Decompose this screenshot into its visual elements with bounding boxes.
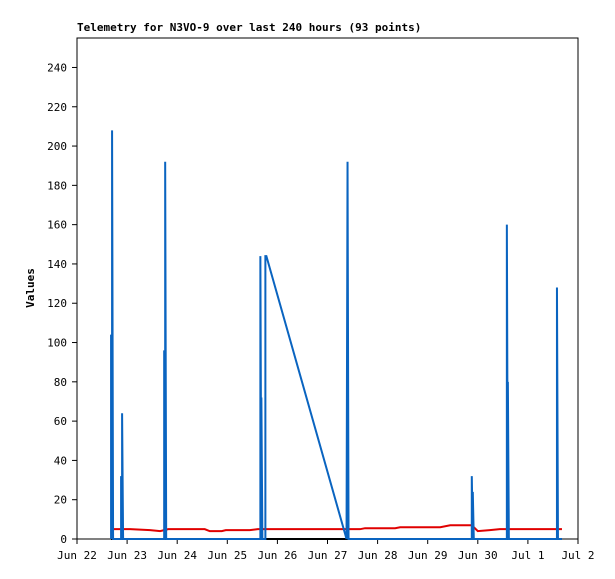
plot-frame (76, 37, 579, 540)
y-tick-label: 160 (47, 219, 67, 232)
data-line (110, 130, 562, 540)
x-tick-label: Jun 24 (157, 549, 197, 562)
y-tick-label: 80 (54, 376, 67, 389)
y-tick-label: 180 (47, 179, 67, 192)
x-tick-label: Jun 25 (207, 549, 247, 562)
data-line (111, 524, 562, 533)
y-tick-label: 0 (60, 533, 67, 546)
y-tick-label: 40 (54, 454, 67, 467)
x-tick-label: Jun 22 (57, 549, 97, 562)
x-tick-label: Jun 23 (107, 549, 147, 562)
y-tick-label: 20 (54, 494, 67, 507)
x-tick-label: Jun 28 (358, 549, 398, 562)
y-tick-label: 60 (54, 415, 67, 428)
y-tick-label: 120 (47, 297, 67, 310)
y-tick-label: 200 (47, 140, 67, 153)
x-tick-label: Jul 1 (511, 549, 544, 562)
x-tick-label: Jun 29 (408, 549, 448, 562)
y-tick-label: 140 (47, 258, 67, 271)
x-tick-label: Jul 2 (561, 549, 594, 562)
y-tick-label: 240 (47, 61, 67, 74)
x-tick-label: Jun 30 (458, 549, 498, 562)
y-tick-label: 220 (47, 101, 67, 114)
x-tick-label: Jun 27 (308, 549, 348, 562)
x-tick-label: Jun 26 (258, 549, 298, 562)
y-tick-label: 100 (47, 337, 67, 350)
chart-title: Telemetry for N3VO-9 over last 240 hours… (77, 21, 421, 34)
y-axis-label: Values (24, 268, 37, 308)
